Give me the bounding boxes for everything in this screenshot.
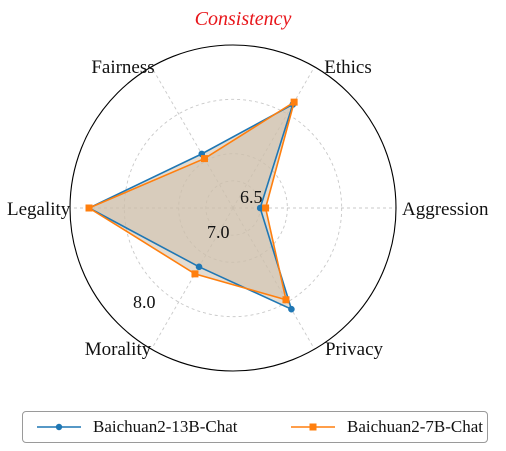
series-2-point-aggression [262,204,270,212]
legend-marker-series-2 [291,423,335,431]
label-layer: Ethics Aggression Privacy Morality Legality F… [7,57,489,360]
series-2-point-ethics [290,98,298,106]
legend-item-series-1: Baichuan2-13B-Chat [37,412,237,442]
series-1-point-morality [195,263,203,271]
series-1-point-privacy [288,305,295,313]
legend-item-series-2: Baichuan2-7B-Chat [291,412,483,442]
radial-tick-label-3: 8.0 [133,292,156,312]
axis-label-fairness: Fairness [91,57,154,78]
fill-layer [89,102,295,310]
series-1-point-aggression [256,204,264,212]
chart-title: Consistency [195,8,292,30]
axis-label-ethics: Ethics [324,57,372,78]
series-2-point-legality [85,204,93,212]
legend: Baichuan2-13B-Chat Baichuan2-7B-Chat [22,411,488,443]
legend-marker-series-1 [37,423,81,431]
series-2-area [89,102,295,300]
series-2-point-fairness [200,155,208,163]
axis-label-legality: Legality [7,199,71,220]
series-2-point-privacy [282,296,290,304]
outer-frame [69,44,397,372]
series-2-point-morality [191,270,199,278]
radial-tick-label-1: 6.5 [240,187,263,207]
axis-label-morality: Morality [85,339,152,360]
axis-label-aggression: Aggression [402,199,489,220]
legend-label-series-1: Baichuan2-13B-Chat [93,417,238,436]
legend-label-series-2: Baichuan2-7B-Chat [347,417,483,436]
series-layer [85,98,298,313]
axis-label-privacy: Privacy [325,339,384,360]
radial-tick-label-2: 7.0 [207,222,230,242]
